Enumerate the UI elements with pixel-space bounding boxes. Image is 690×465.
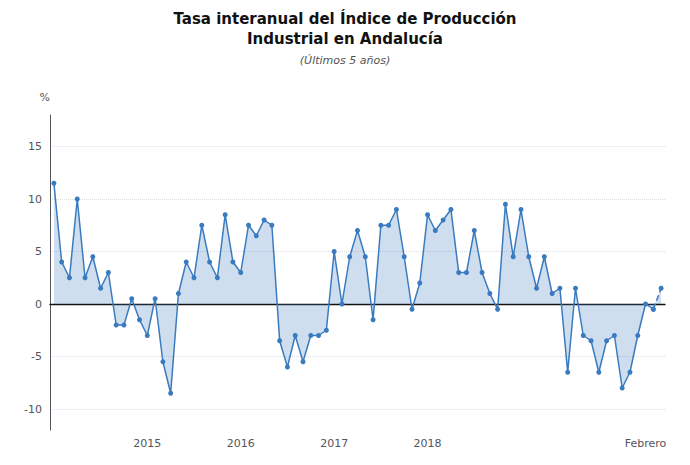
svg-text:2018: 2018 — [414, 437, 442, 450]
svg-text:5: 5 — [35, 245, 42, 258]
svg-text:10: 10 — [28, 193, 42, 206]
svg-text:-10: -10 — [24, 403, 42, 416]
svg-text:-5: -5 — [31, 350, 42, 363]
svg-text:Industrial en Andalucía: Industrial en Andalucía — [247, 30, 443, 48]
svg-text:2016: 2016 — [227, 437, 255, 450]
svg-text:Tasa interanual del Índice de: Tasa interanual del Índice de Producción — [173, 9, 516, 28]
svg-text:(Últimos 5 años): (Últimos 5 años) — [300, 54, 390, 67]
svg-text:Febrero: Febrero — [625, 437, 667, 450]
svg-text:2017: 2017 — [320, 437, 348, 450]
svg-text:15: 15 — [28, 140, 42, 153]
svg-text:2015: 2015 — [133, 437, 161, 450]
svg-text:0: 0 — [35, 298, 42, 311]
svg-text:%: % — [40, 91, 50, 104]
